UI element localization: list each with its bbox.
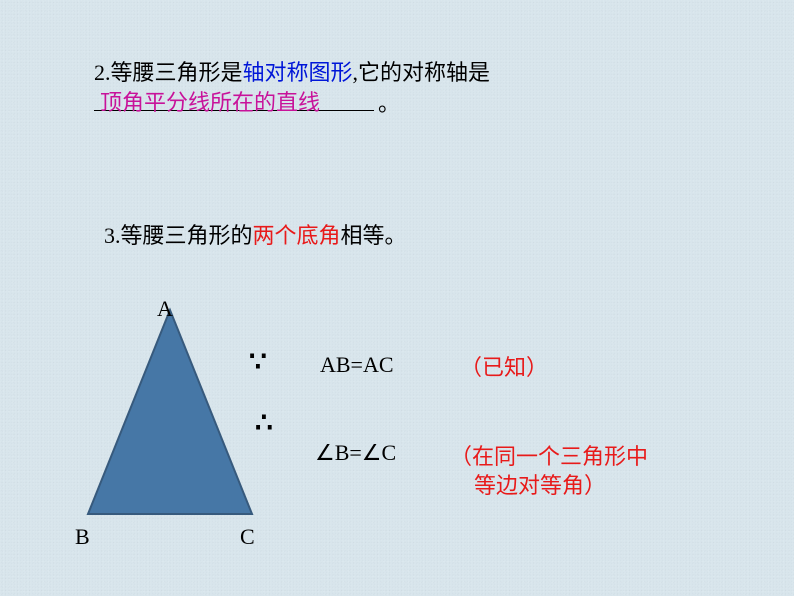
vertex-label-b: B (75, 524, 90, 550)
statement-2-answer-row: 顶角平分线所在的直线 。 (94, 86, 400, 118)
proof-given: AB=AC (320, 352, 394, 378)
statement-3: 3.等腰三角形的两个底角相等。 (104, 218, 407, 250)
statement-2-prefix: 2.等腰三角形是 (94, 60, 243, 85)
proof-conclusion: ∠B=∠C (315, 440, 396, 466)
statement-2-keyword: 轴对称图形 (243, 60, 353, 85)
proof-conclusion-reason-line2: 等边对等角） (474, 468, 606, 500)
triangle-shape (88, 310, 252, 514)
statement-3-keyword: 两个底角 (253, 223, 341, 248)
triangle-diagram (80, 292, 260, 542)
triangle-svg (80, 292, 260, 532)
vertex-label-a: A (157, 296, 173, 322)
statement-2-answer: 顶角平分线所在的直线 (100, 85, 320, 117)
therefore-symbol: ∴ (255, 406, 273, 440)
proof-conclusion-reason-line1: （在同一个三角形中 (450, 439, 648, 471)
statement-2-period: 。 (378, 91, 400, 116)
because-symbol: ∵ (249, 345, 267, 379)
statement-3-prefix: 3.等腰三角形的 (104, 223, 253, 248)
statement-3-suffix: 相等。 (341, 223, 407, 248)
answer-blank: 顶角平分线所在的直线 (94, 87, 374, 111)
proof-given-reason: （已知） (460, 350, 548, 382)
statement-2-suffix: ,它的对称轴是 (353, 60, 491, 85)
statement-2: 2.等腰三角形是轴对称图形,它的对称轴是 (94, 55, 490, 87)
vertex-label-c: C (240, 524, 255, 550)
